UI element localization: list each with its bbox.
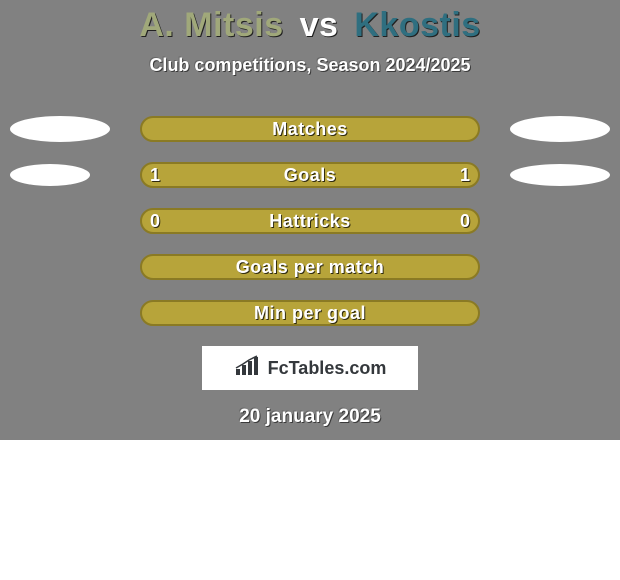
stat-label: Goals [284,165,337,186]
stat-bar: Goals per match [140,254,480,280]
stat-bar: Hattricks [140,208,480,234]
ellipse-right [510,164,610,186]
stat-row: Hattricks 0 0 [0,208,620,234]
comparison-card: A. Mitsis vs Kkostis Club competitions, … [0,0,620,440]
bar-chart-icon [234,355,262,382]
title-player2: Kkostis [354,6,480,44]
page-title: A. Mitsis vs Kkostis [0,0,620,45]
stat-rows: Matches Goals 1 1 Hattricks 0 0 Goals per match… [0,116,620,326]
ellipse-left [10,164,90,186]
stat-label: Min per goal [254,303,366,324]
ellipse-right [510,116,610,142]
stat-value-right: 0 [460,208,470,234]
date-text: 20 january 2025 [0,406,620,428]
stat-row: Matches [0,116,620,142]
stat-value-left: 0 [150,208,160,234]
stat-label: Hattricks [269,211,351,232]
stat-row: Goals per match [0,254,620,280]
stat-bar: Min per goal [140,300,480,326]
stat-bar: Goals [140,162,480,188]
stat-row: Goals 1 1 [0,162,620,188]
subtitle: Club competitions, Season 2024/2025 [0,55,620,76]
logo-text: FcTables.com [268,358,387,379]
title-player1: A. Mitsis [139,6,283,44]
logo-box[interactable]: FcTables.com [202,346,418,390]
stat-label: Goals per match [236,257,385,278]
stat-bar: Matches [140,116,480,142]
stat-value-left: 1 [150,162,160,188]
ellipse-left [10,116,110,142]
stat-label: Matches [272,119,348,140]
stat-row: Min per goal [0,300,620,326]
stat-value-right: 1 [460,162,470,188]
title-separator: vs [300,6,339,44]
